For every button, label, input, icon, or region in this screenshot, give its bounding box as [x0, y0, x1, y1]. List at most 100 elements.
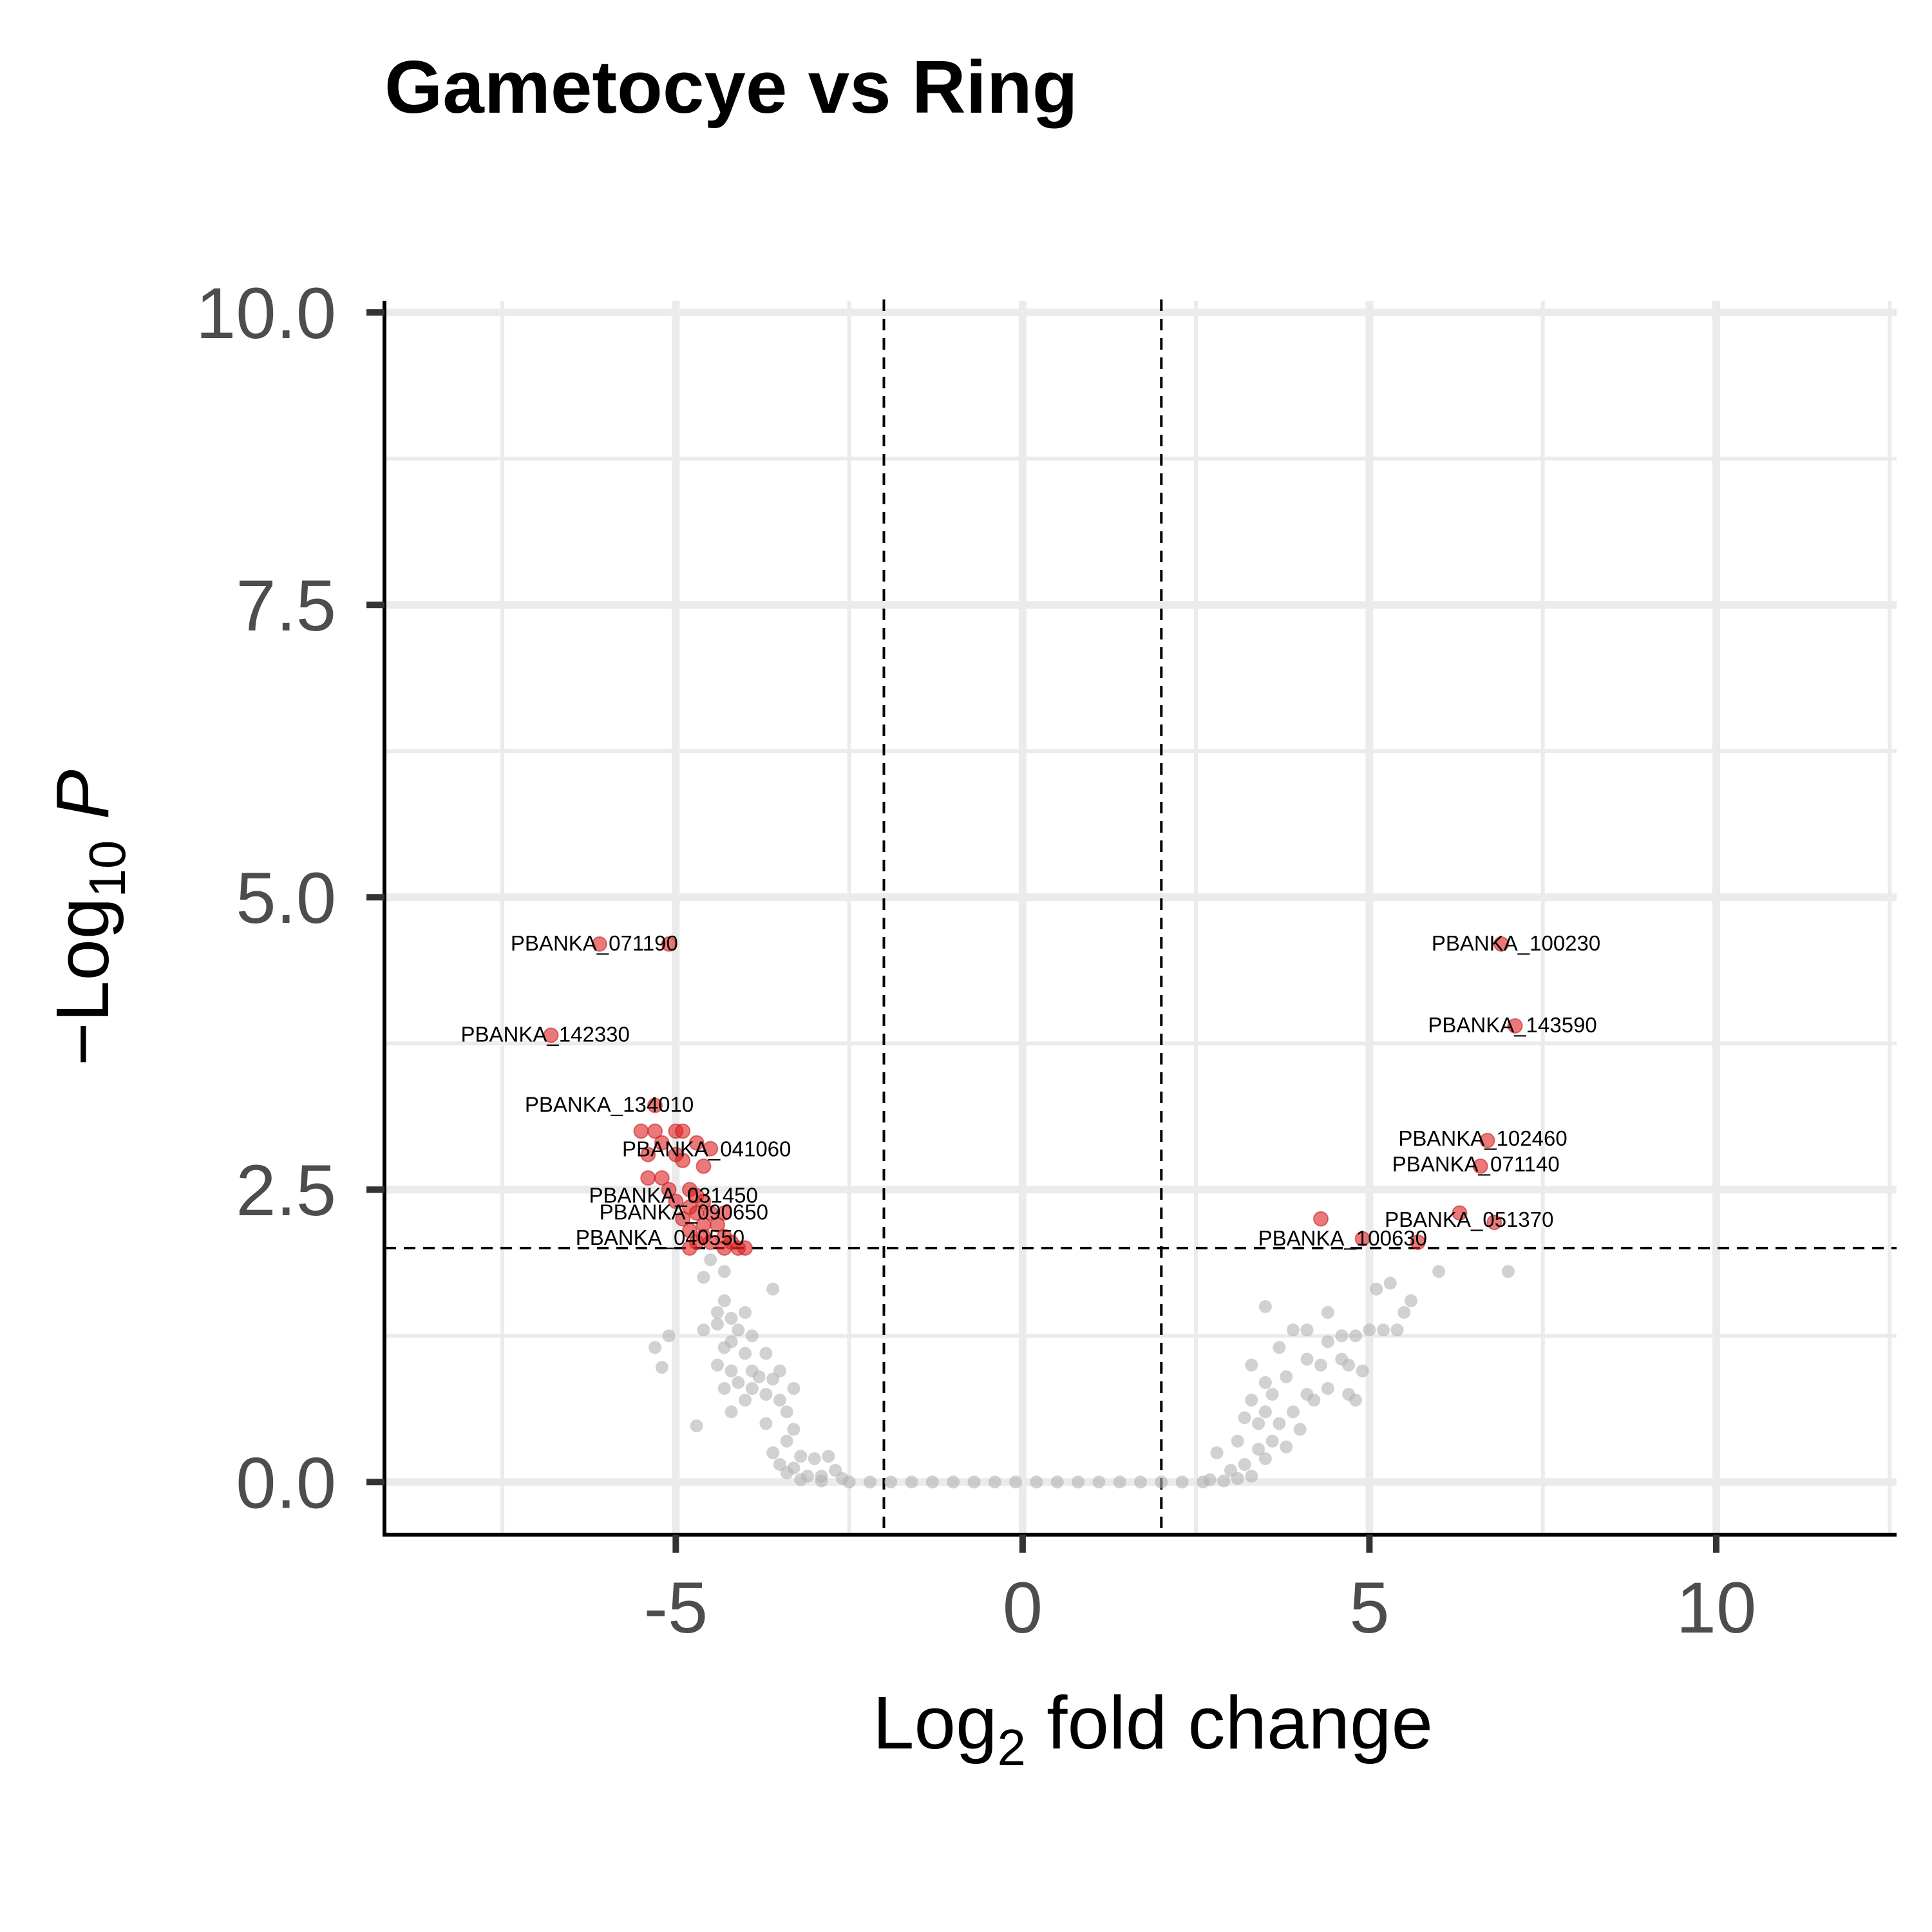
nonsignificant-point: [1092, 1475, 1106, 1489]
significant-point: [703, 1234, 719, 1250]
x-tick-label: 5: [1349, 1567, 1389, 1648]
nonsignificant-point: [745, 1329, 759, 1343]
nonsignificant-point: [710, 1305, 724, 1319]
nonsignificant-point: [1203, 1473, 1217, 1486]
significant-point: [1493, 936, 1510, 952]
x-ticks: -5 0 5 10: [644, 1535, 1757, 1648]
y-axis-title-rest: P: [41, 770, 124, 840]
significant-point: [675, 1211, 691, 1227]
significant-point: [640, 1146, 656, 1162]
nonsignificant-point: [1252, 1443, 1265, 1456]
nonsignificant-point: [1370, 1282, 1383, 1296]
x-axis-title-sub: 2: [997, 1719, 1026, 1776]
nonsignificant-point: [1321, 1381, 1334, 1395]
nonsignificant-point: [759, 1388, 773, 1401]
significant-point: [681, 1222, 697, 1238]
nonsignificant-point: [884, 1475, 898, 1489]
nonsignificant-point: [1030, 1475, 1043, 1489]
nonsignificant-point: [1258, 1452, 1272, 1465]
nonsignificant-point: [863, 1475, 876, 1489]
nonsignificant-point: [1273, 1341, 1286, 1354]
significant-point: [675, 1123, 691, 1139]
nonsignificant-point: [1405, 1294, 1418, 1307]
y-axis-title-sub: 10: [79, 840, 136, 898]
nonsignificant-point: [925, 1475, 939, 1489]
significant-point: [647, 1097, 663, 1113]
gene-label: PBANKA_100630: [1258, 1226, 1427, 1250]
nonsignificant-point: [1258, 1300, 1272, 1313]
nonsignificant-point: [732, 1376, 745, 1389]
nonsignificant-point: [905, 1475, 918, 1489]
nonsignificant-points: [649, 1253, 1515, 1489]
significant-point: [737, 1240, 753, 1256]
nonsignificant-point: [690, 1419, 703, 1433]
nonsignificant-point: [1280, 1440, 1293, 1454]
gene-label: PBANKA_071190: [511, 931, 678, 955]
x-tick-label: 10: [1676, 1567, 1757, 1648]
nonsignificant-point: [1265, 1388, 1279, 1401]
nonsignificant-point: [724, 1364, 738, 1378]
nonsignificant-point: [1273, 1417, 1286, 1430]
significant-point: [716, 1205, 732, 1221]
significant-point: [1472, 1158, 1488, 1174]
nonsignificant-point: [780, 1405, 793, 1419]
gene-label: PBANKA_051370: [1385, 1208, 1553, 1231]
y-tick-label: 0.0: [236, 1443, 336, 1523]
nonsignificant-point: [1072, 1475, 1085, 1489]
nonsignificant-point: [655, 1361, 668, 1374]
nonsignificant-point: [1335, 1352, 1349, 1366]
nonsignificant-point: [1501, 1265, 1515, 1278]
significant-point: [654, 1170, 670, 1186]
y-tick-label: 7.5: [236, 565, 336, 646]
nonsignificant-point: [794, 1450, 808, 1463]
nonsignificant-point: [780, 1434, 793, 1448]
nonsignificant-point: [1321, 1305, 1334, 1319]
nonsignificant-point: [1009, 1475, 1023, 1489]
nonsignificant-point: [1245, 1470, 1258, 1483]
nonsignificant-point: [1349, 1329, 1362, 1343]
nonsignificant-point: [1245, 1358, 1258, 1372]
nonsignificant-point: [752, 1370, 766, 1383]
nonsignificant-point: [1300, 1323, 1314, 1337]
x-tick-label: 0: [1003, 1567, 1043, 1648]
nonsignificant-point: [739, 1347, 752, 1360]
nonsignificant-point: [1432, 1265, 1446, 1278]
significant-point: [703, 1141, 719, 1157]
x-axis-title-main: Log: [873, 1681, 998, 1765]
nonsignificant-point: [649, 1341, 662, 1354]
nonsignificant-point: [704, 1253, 717, 1267]
gene-label: PBANKA_134010: [525, 1092, 694, 1116]
nonsignificant-point: [1217, 1474, 1231, 1488]
nonsignificant-point: [1265, 1434, 1279, 1448]
gene-label: PBANKA_071140: [1392, 1152, 1560, 1176]
significant-point: [1354, 1231, 1370, 1247]
significant-point: [661, 936, 677, 952]
nonsignificant-point: [1238, 1411, 1251, 1425]
nonsignificant-point: [766, 1446, 780, 1459]
nonsignificant-point: [1376, 1323, 1390, 1337]
gene-label: PBANKA_090650: [600, 1200, 768, 1224]
significant-point: [661, 1182, 677, 1198]
nonsignificant-point: [787, 1381, 800, 1395]
nonsignificant-point: [732, 1323, 745, 1337]
nonsignificant-point: [1113, 1475, 1126, 1489]
nonsignificant-point: [1349, 1394, 1362, 1407]
nonsignificant-point: [766, 1372, 780, 1386]
nonsignificant-point: [1335, 1329, 1349, 1343]
gene-label: PBANKA_031450: [589, 1183, 757, 1207]
nonsignificant-point: [710, 1358, 724, 1372]
nonsignificant-point: [697, 1271, 710, 1284]
nonsignificant-point: [842, 1475, 856, 1489]
nonsignificant-point: [787, 1423, 800, 1436]
nonsignificant-point: [773, 1394, 786, 1407]
nonsignificant-point: [739, 1394, 752, 1407]
nonsignificant-point: [947, 1475, 960, 1489]
nonsignificant-point: [1363, 1323, 1376, 1337]
nonsignificant-point: [1050, 1475, 1064, 1489]
nonsignificant-point: [1238, 1458, 1251, 1472]
cutoff-lines: [384, 299, 1897, 1535]
nonsignificant-point: [697, 1323, 710, 1337]
gene-label: PBANKA_142330: [461, 1023, 630, 1046]
gene-labels: PBANKA_071190 PBANKA_142330 PBANKA_134010 P…: [461, 931, 1601, 1250]
nonsignificant-point: [1321, 1335, 1334, 1349]
